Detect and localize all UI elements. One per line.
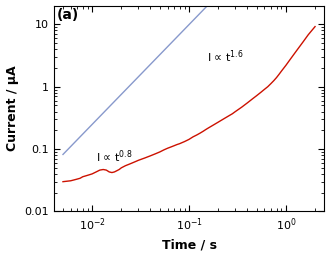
- Text: I ∝ t$^{0.8}$: I ∝ t$^{0.8}$: [96, 149, 133, 166]
- Y-axis label: Current / μA: Current / μA: [6, 66, 18, 151]
- Text: (a): (a): [56, 8, 79, 22]
- X-axis label: Time / s: Time / s: [161, 238, 216, 251]
- Text: I ∝ t$^{1.6}$: I ∝ t$^{1.6}$: [208, 49, 244, 65]
